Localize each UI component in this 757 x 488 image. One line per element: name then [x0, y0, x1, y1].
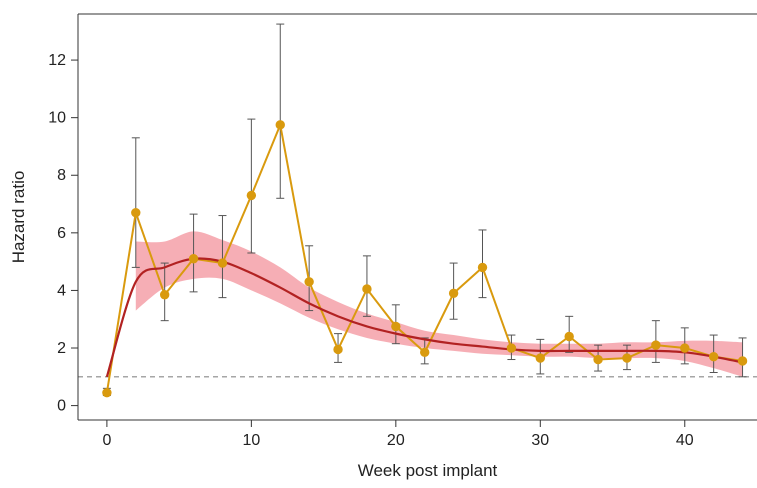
data-point-layer — [102, 120, 748, 398]
error-bar — [247, 118, 256, 254]
y-tick-label: 12 — [48, 52, 66, 69]
error-bar — [276, 23, 285, 199]
x-tick-label: 30 — [531, 432, 549, 449]
x-axis-title: Week post implant — [358, 461, 498, 480]
data-point — [275, 120, 285, 130]
error-bar — [189, 213, 198, 293]
data-point — [420, 347, 430, 358]
data-point — [506, 343, 517, 353]
x-tick-label: 10 — [242, 432, 260, 449]
data-point — [217, 258, 228, 268]
data-point — [593, 354, 603, 365]
data-point — [564, 331, 574, 342]
x-tick-label: 40 — [676, 432, 694, 449]
data-point — [680, 343, 690, 353]
y-tick-label: 6 — [57, 225, 66, 242]
data-point — [362, 284, 372, 294]
y-tick-label: 0 — [57, 398, 66, 415]
error-bar — [218, 215, 227, 299]
y-axis-title: Hazard ratio — [9, 171, 28, 264]
confidence-band-layer — [135, 231, 743, 377]
data-point — [159, 290, 170, 300]
data-point — [304, 277, 314, 287]
data-point — [102, 387, 112, 398]
data-point — [448, 288, 459, 299]
y-tick-label: 8 — [57, 167, 66, 184]
data-point — [651, 340, 661, 350]
data-point — [246, 190, 257, 201]
data-point — [535, 353, 545, 363]
data-point — [131, 207, 141, 218]
data-point — [737, 356, 748, 366]
y-tick-label: 4 — [57, 282, 66, 299]
data-point — [333, 344, 343, 355]
x-tick-label: 0 — [102, 432, 111, 449]
y-tick-label: 2 — [57, 340, 66, 357]
error-bar-layer — [102, 23, 747, 397]
data-point — [188, 254, 199, 264]
axes: 0 10 20 30 40 0 2 4 6 8 10 12 — [48, 13, 757, 449]
x-tick-label: 20 — [387, 432, 405, 449]
data-point — [622, 353, 632, 363]
data-point — [391, 321, 401, 332]
confidence-band — [135, 231, 743, 377]
data-point — [477, 262, 488, 273]
error-bar — [131, 137, 140, 268]
data-point — [708, 351, 719, 362]
smoothed-series-line — [105, 257, 743, 378]
y-tick-label: 10 — [48, 110, 66, 127]
